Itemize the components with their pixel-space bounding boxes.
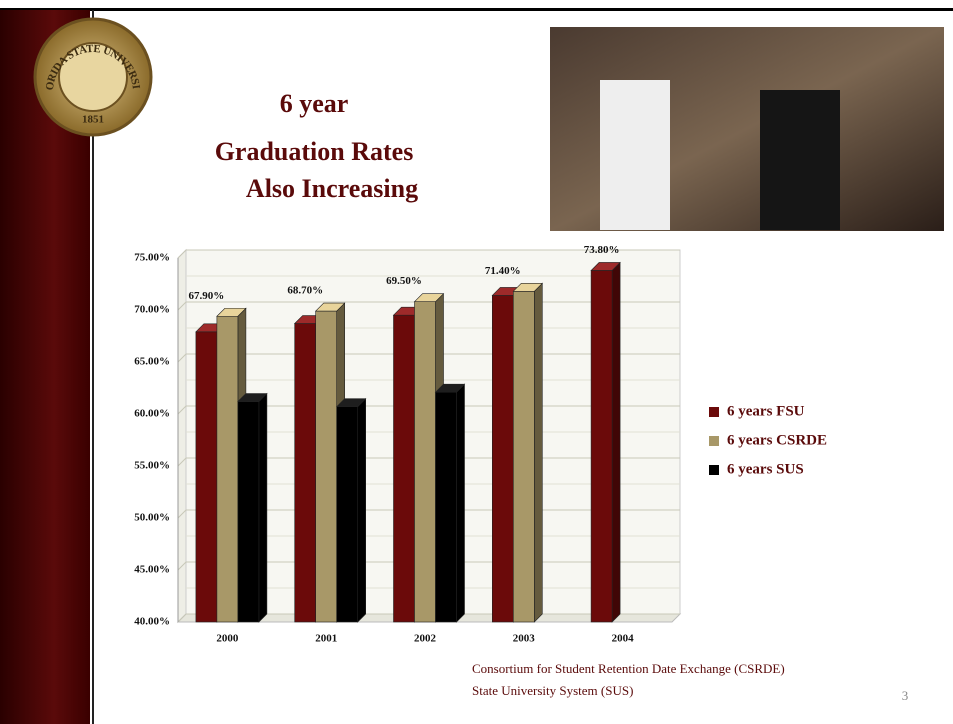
footnote: State University System (SUS) bbox=[472, 683, 633, 698]
legend-label: 6 years FSU bbox=[727, 403, 805, 419]
y-tick-label: 65.00% bbox=[134, 356, 170, 368]
photo-figure bbox=[600, 80, 670, 230]
bar bbox=[591, 262, 620, 622]
y-tick-label: 55.00% bbox=[134, 460, 170, 472]
legend-swatch bbox=[709, 436, 719, 446]
y-tick-label: 70.00% bbox=[134, 304, 170, 316]
bar-front bbox=[217, 316, 238, 622]
footnote: Consortium for Student Retention Date Ex… bbox=[472, 661, 785, 676]
title-line: Graduation Rates bbox=[215, 137, 414, 166]
legend-label: 6 years CSRDE bbox=[727, 432, 827, 448]
y-tick-label: 45.00% bbox=[134, 564, 170, 576]
page: FLORIDA STATE UNIVERSITY 1851 6 year Gra… bbox=[0, 0, 953, 724]
bar-front bbox=[295, 324, 316, 622]
title-line: 6 year bbox=[280, 89, 349, 118]
x-tick-label: 2000 bbox=[216, 633, 239, 645]
photo-figure bbox=[760, 90, 840, 230]
y-tick-label: 50.00% bbox=[134, 512, 170, 524]
bar bbox=[238, 394, 267, 622]
x-tick-label: 2003 bbox=[513, 633, 536, 645]
y-tick-label: 40.00% bbox=[134, 616, 170, 628]
bar-front bbox=[316, 311, 337, 622]
y-tick-label: 75.00% bbox=[134, 252, 170, 264]
legend-swatch bbox=[709, 465, 719, 475]
bar bbox=[436, 384, 465, 622]
bar-front bbox=[513, 291, 534, 622]
bar-front bbox=[394, 315, 415, 622]
value-label: 68.70% bbox=[287, 285, 323, 297]
x-tick-label: 2002 bbox=[414, 633, 437, 645]
x-tick-label: 2001 bbox=[315, 633, 337, 645]
value-label: 69.50% bbox=[386, 275, 422, 287]
bar-side bbox=[534, 283, 542, 622]
bar-side bbox=[358, 399, 366, 622]
bar-front bbox=[415, 302, 436, 622]
bar-side bbox=[259, 394, 267, 622]
bar-front bbox=[196, 332, 217, 622]
bar-front bbox=[492, 295, 513, 622]
legend-swatch bbox=[709, 407, 719, 417]
seal-year: 1851 bbox=[82, 114, 104, 126]
bar bbox=[337, 399, 366, 622]
value-label: 71.40% bbox=[485, 265, 521, 277]
bar-front bbox=[591, 270, 612, 622]
y-tick-label: 60.00% bbox=[134, 408, 170, 420]
bar-front bbox=[436, 392, 457, 622]
x-tick-label: 2004 bbox=[612, 633, 635, 645]
bar-front bbox=[337, 407, 358, 622]
bar-side bbox=[457, 384, 465, 622]
title-line: Also Increasing bbox=[246, 174, 418, 203]
value-label: 73.80% bbox=[584, 244, 620, 256]
page-number: 3 bbox=[902, 688, 909, 703]
slide: FLORIDA STATE UNIVERSITY 1851 6 year Gra… bbox=[0, 0, 953, 724]
top-rule bbox=[0, 8, 953, 11]
value-label: 67.90% bbox=[189, 290, 225, 302]
bar-front bbox=[238, 402, 259, 622]
bar bbox=[513, 283, 542, 622]
photo bbox=[550, 27, 944, 231]
bar-side bbox=[612, 262, 620, 622]
legend-label: 6 years SUS bbox=[727, 461, 804, 477]
